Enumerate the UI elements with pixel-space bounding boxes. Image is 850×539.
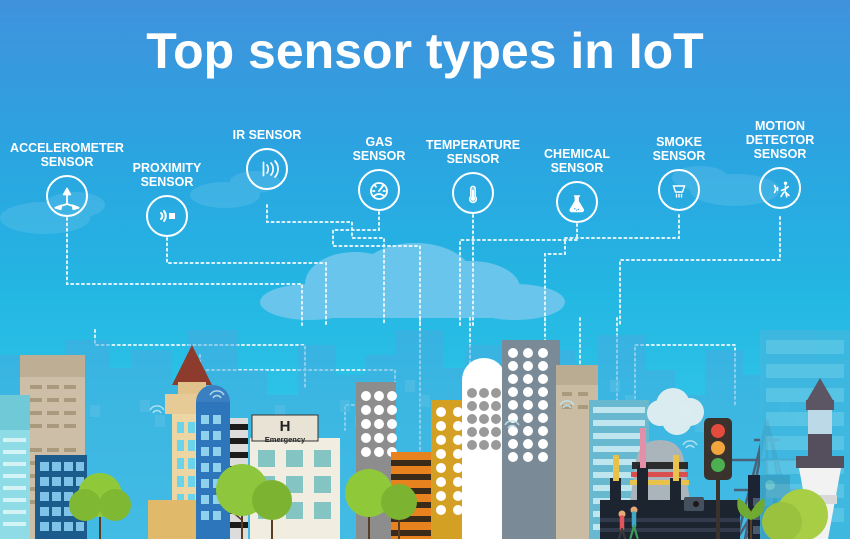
svg-text:H: H bbox=[280, 418, 291, 435]
svg-text:Emergency: Emergency bbox=[265, 435, 306, 444]
